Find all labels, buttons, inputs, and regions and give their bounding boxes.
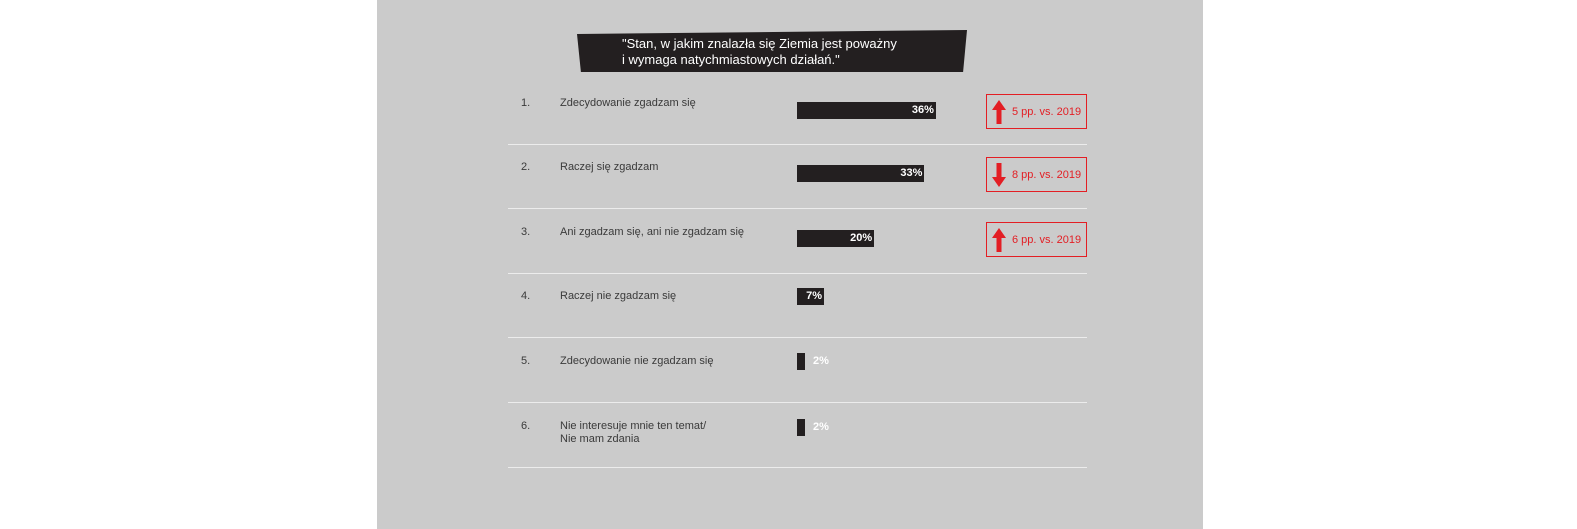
chart-row: 5. Zdecydowanie nie zgadzam się 2% [508,337,1087,403]
row-number: 6. [521,420,531,432]
title-banner [577,30,967,72]
arrow-up-icon [992,99,1006,124]
change-text: 5 pp. vs. 2019 [1012,105,1082,118]
bar-mark [797,353,805,370]
arrow-up-icon [992,227,1006,252]
value-label: 33% [900,167,923,179]
chart-row: 4. Raczej nie zgadzam się 7% [508,272,1087,338]
row-number: 1. [521,97,531,109]
change-badge: 8 pp. vs. 2019 [986,157,1087,192]
row-number: 2. [521,161,531,173]
category-label: Zdecydowanie nie zgadzam się [560,355,714,367]
bar-mark [797,102,936,119]
bar-mark [797,419,805,436]
category-label: Nie interesuje mnie ten temat/ Nie mam z… [560,420,707,445]
change-text: 6 pp. vs. 2019 [1012,233,1082,246]
category-label: Ani zgadzam się, ani nie zgadzam się [560,226,745,238]
bar-mark [797,230,875,247]
chart-title: "Stan, w jakim znalazła się Ziemia jest … [622,36,897,67]
change-badge: 5 pp. vs. 2019 [986,94,1087,129]
row-number: 4. [521,290,531,302]
value-label: 7% [806,290,823,302]
chart-row: 3. Ani zgadzam się, ani nie zgadzam się 20… [508,208,1087,274]
bar-mark [797,165,925,182]
value-label: 20% [850,232,873,244]
value-label: 2% [813,421,829,433]
bar-mark [797,288,825,305]
value-label: 2% [813,355,829,367]
category-label: Raczej się zgadzam [560,161,659,173]
change-text: 8 pp. vs. 2019 [1012,168,1082,181]
arrow-down-icon [992,162,1006,187]
chart-row: 2. Raczej się zgadzam 33% 8 pp. vs. 2019 [508,143,1087,209]
row-number: 5. [521,355,531,367]
value-label: 36% [911,104,934,116]
chart-panel: "Stan, w jakim znalazła się Ziemia jest … [377,0,1203,529]
category-label: Raczej nie zgadzam się [560,290,677,302]
row-number: 3. [521,226,531,238]
chart-row: 6. Nie interesuje mnie ten temat/ Nie mam… [508,402,1087,468]
change-badge: 6 pp. vs. 2019 [986,222,1087,257]
category-label: Zdecydowanie zgadzam się [560,97,696,109]
chart-row: 1. Zdecydowanie zgadzam się 36% 5 pp. vs. 2… [508,79,1087,145]
